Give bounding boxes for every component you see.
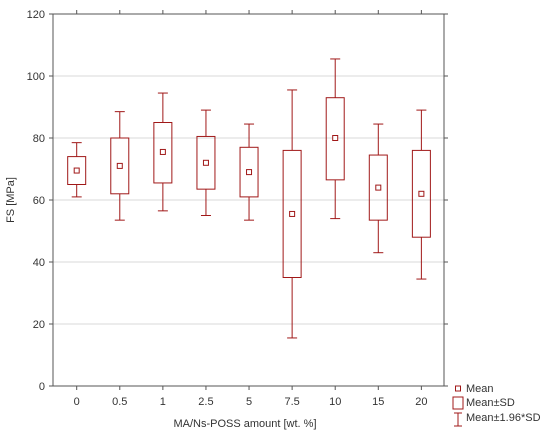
x-tick-label: 7.5 — [284, 396, 299, 408]
y-axis-title: FS [MPa] — [5, 177, 17, 223]
x-tick-label: 2.5 — [198, 396, 213, 408]
legend-label: Mean — [466, 383, 494, 395]
sd-box — [153, 122, 173, 184]
box-group — [153, 92, 173, 212]
y-tick-label: 120 — [27, 9, 45, 21]
mean-marker — [202, 159, 209, 166]
sd-box — [411, 149, 431, 238]
box-group — [239, 123, 259, 221]
x-tick-label: 0.5 — [112, 396, 127, 408]
x-tick-label: 5 — [246, 396, 252, 408]
mean-marker — [289, 210, 296, 217]
y-tick-label: 20 — [33, 319, 45, 331]
box-group — [282, 89, 302, 339]
mean-marker — [116, 162, 123, 169]
sd-box — [325, 97, 345, 181]
box-group — [196, 109, 216, 216]
y-tick-label: 40 — [33, 257, 45, 269]
sd-box — [239, 146, 259, 198]
box-group — [67, 142, 87, 198]
sd-box — [196, 135, 216, 190]
mean-marker — [246, 169, 253, 176]
legend-label: Mean±1.96*SD — [466, 412, 541, 424]
y-tick-label: 0 — [39, 381, 45, 393]
x-tick-label: 20 — [415, 396, 427, 408]
mean-marker — [375, 184, 382, 191]
x-tick-label: 10 — [329, 396, 341, 408]
series — [67, 58, 431, 339]
sd-box — [110, 137, 130, 195]
box-group — [110, 111, 130, 221]
legend-sd-box — [452, 396, 464, 410]
x-tick-label: 1 — [160, 396, 166, 408]
axes: 0 20 40 60 80 100 120 0 0.5 1 2.5 5 7.5 10 15 20 — [27, 9, 448, 408]
y-tick-label: 80 — [33, 133, 45, 145]
legend-label: Mean±SD — [466, 397, 515, 409]
mean-marker — [159, 148, 166, 155]
y-tick-label: 60 — [33, 195, 45, 207]
mean-marker — [332, 135, 339, 141]
y-tick-label: 100 — [27, 71, 45, 83]
box-group — [325, 58, 345, 220]
x-axis-title: MA/Ns-POSS amount [wt. %] — [173, 418, 316, 430]
sd-box — [67, 156, 87, 186]
legend-mean-marker — [455, 385, 461, 392]
sd-box — [282, 149, 302, 278]
x-tick-label: 15 — [372, 396, 384, 408]
legend: Mean Mean±SD Mean±1.96*SD — [452, 383, 541, 427]
mean-marker — [73, 167, 80, 174]
sd-box — [368, 154, 388, 221]
box-group — [411, 109, 431, 280]
x-tick-label: 0 — [74, 396, 80, 408]
box-group — [368, 123, 388, 254]
mean-marker — [418, 190, 425, 197]
grid — [53, 75, 444, 325]
